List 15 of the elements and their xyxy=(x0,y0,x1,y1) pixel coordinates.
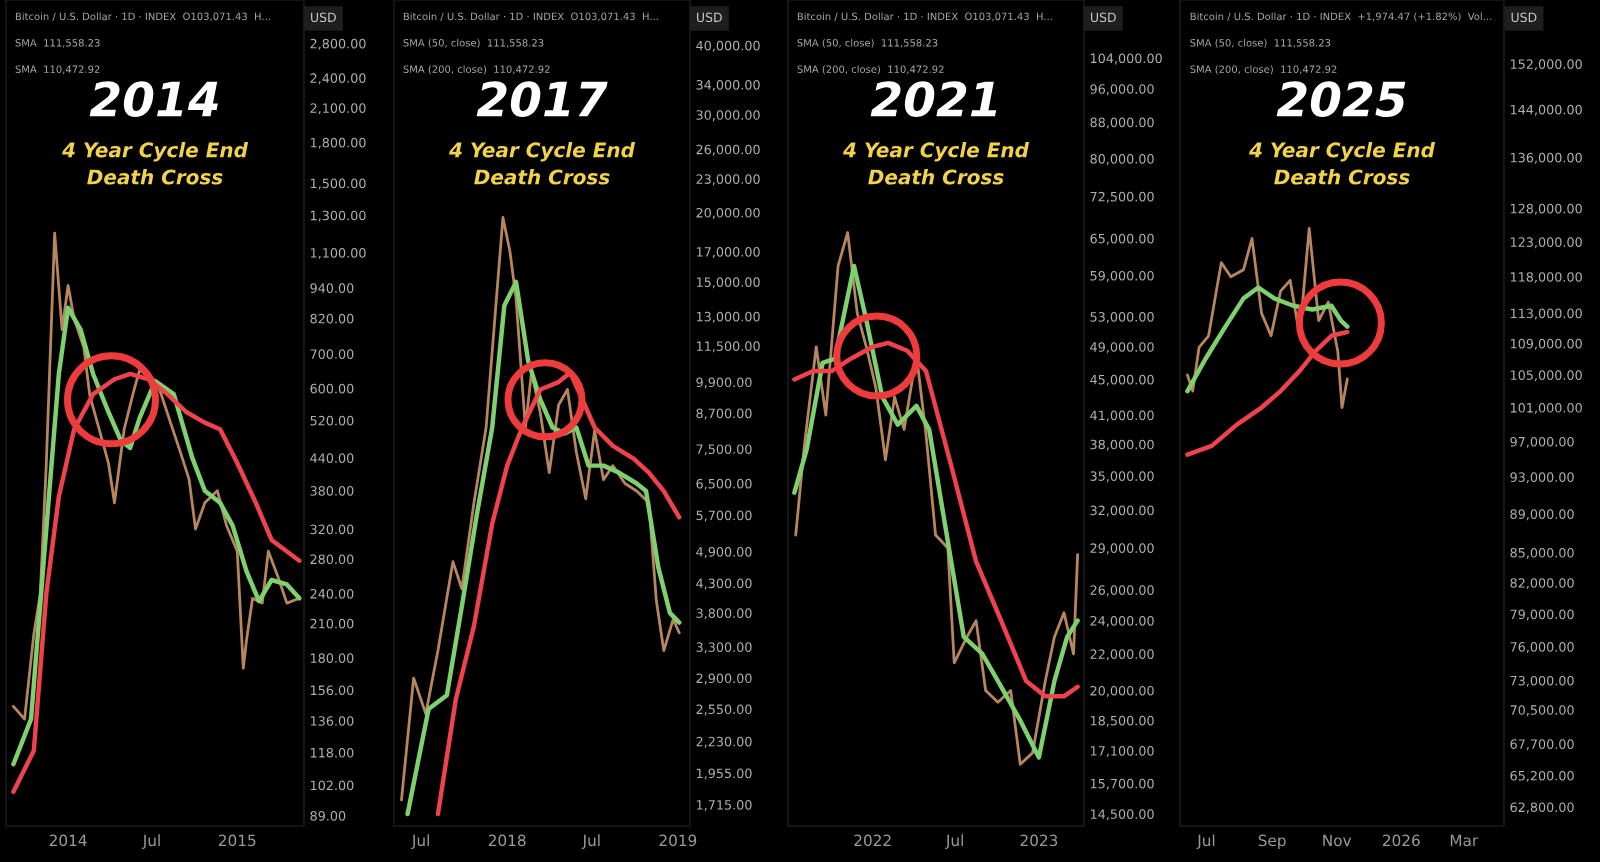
text: 4 Year Cycle End Death Cross xyxy=(843,141,1030,185)
line-series xyxy=(1186,226,1349,409)
line-series xyxy=(792,340,1080,699)
line-series xyxy=(12,231,301,721)
line-series xyxy=(11,371,302,795)
line-series xyxy=(435,370,682,817)
line-series xyxy=(1185,329,1350,457)
text: 2021 xyxy=(870,81,997,117)
text: 4 Year Cycle End Death Cross xyxy=(62,141,249,185)
text: 2014 xyxy=(89,81,218,117)
text: 4 Year Cycle End Death Cross xyxy=(1249,141,1436,185)
text: 4 Year Cycle End Death Cross xyxy=(449,141,636,185)
line-series xyxy=(11,305,302,767)
text: 2017 xyxy=(476,81,608,117)
text: 2025 xyxy=(1276,81,1406,117)
